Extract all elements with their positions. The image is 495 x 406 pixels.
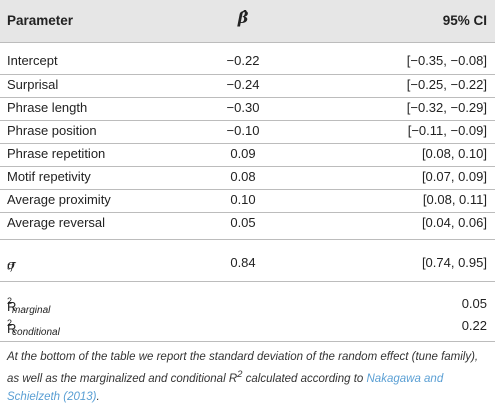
table-row: Phrase repetition 0.09 [0.08, 0.10] (0, 143, 495, 165)
r-superscript: 2 (7, 318, 13, 328)
row-beta: −0.22 (226, 53, 260, 68)
row-ci: [−0.35, −0.08] (406, 53, 487, 68)
divider (0, 42, 495, 43)
row-beta: −0.10 (226, 123, 260, 138)
divider (0, 189, 495, 190)
r-subscript: marginal (12, 304, 51, 316)
table-row: Intercept −0.22 [−0.35, −0.08] (0, 50, 495, 72)
row-ci: [−0.25, −0.22] (406, 77, 487, 92)
divider (0, 239, 495, 240)
r2-conditional-value: 0.22 (461, 318, 487, 333)
table-footnote: At the bottom of the table we report the… (7, 348, 487, 406)
row-parameter: Phrase position (7, 123, 97, 138)
row-parameter: Intercept (7, 53, 58, 68)
divider (0, 120, 495, 121)
footnote-text: . (96, 390, 100, 403)
r2-marginal-symbol: R 2marginal (7, 296, 50, 316)
r-subscript: conditional (12, 326, 60, 338)
sigma-subscript: tf (7, 262, 14, 273)
row-beta: 0.09 (230, 146, 256, 161)
header-ci: 95% CI (442, 13, 487, 28)
row-parameter: Surprisal (7, 77, 59, 92)
header-parameter: Parameter (7, 13, 74, 28)
sigma-row: σ tf 0.84 [0.74, 0.95] (0, 252, 495, 274)
sigma-beta: 0.84 (230, 255, 256, 270)
table-row: Motif repetivity 0.08 [0.07, 0.09] (0, 166, 495, 188)
divider (0, 97, 495, 98)
row-ci: [−0.11, −0.09] (407, 123, 487, 138)
r2-conditional-row: R 2conditional 0.22 (0, 315, 495, 338)
row-ci: [0.04, 0.06] (421, 215, 487, 230)
row-ci: [0.07, 0.09] (421, 169, 487, 184)
row-ci: [0.08, 0.11] (422, 192, 487, 207)
table-row: Average reversal 0.05 [0.04, 0.06] (0, 212, 495, 234)
row-parameter: Phrase repetition (7, 146, 106, 161)
r2-marginal-value: 0.05 (461, 296, 487, 311)
r2-conditional-symbol: R 2conditional (7, 318, 60, 338)
row-beta: 0.05 (230, 215, 256, 230)
r2-marginal-row: R 2marginal 0.05 (0, 293, 495, 316)
table-row: Average proximity 0.10 [0.08, 0.11] (0, 189, 495, 211)
divider (0, 143, 495, 144)
sigma-ci: [0.74, 0.95] (421, 255, 487, 270)
sigma-letter: σ (7, 258, 16, 273)
header-beta: β̂ (237, 8, 249, 27)
divider (0, 212, 495, 213)
divider (0, 74, 495, 75)
table-row: Phrase length −0.30 [−0.32, −0.29] (0, 97, 495, 119)
row-parameter: Average proximity (7, 192, 111, 207)
row-parameter: Average reversal (7, 215, 106, 230)
footnote-text: calculated according to (242, 372, 367, 385)
row-ci: [0.08, 0.10] (421, 146, 487, 161)
row-parameter: Motif repetivity (7, 169, 91, 184)
sigma-symbol: σ tf (7, 255, 16, 273)
row-beta: −0.30 (226, 100, 260, 115)
row-beta: 0.08 (230, 169, 256, 184)
r-letter: R (7, 321, 17, 336)
r-superscript: 2 (7, 296, 13, 306)
citation-link[interactable]: Nakagawa and Schielzeth (2013) (7, 372, 444, 403)
table-header: Parameter β̂ 95% CI (0, 0, 495, 42)
row-parameter: Phrase length (7, 100, 88, 115)
divider (0, 281, 495, 282)
r-letter: R (7, 299, 17, 314)
footnote-superscript: 2 (237, 369, 243, 380)
divider (0, 166, 495, 167)
row-ci: [−0.32, −0.29] (406, 100, 487, 115)
table-row: Phrase position −0.10 [−0.11, −0.09] (0, 120, 495, 142)
row-beta: −0.24 (226, 77, 260, 92)
divider (0, 341, 495, 342)
row-beta: 0.10 (230, 192, 256, 207)
footnote-text: At the bottom of the table we report the… (7, 351, 479, 385)
table-row: Surprisal −0.24 [−0.25, −0.22] (0, 74, 495, 96)
